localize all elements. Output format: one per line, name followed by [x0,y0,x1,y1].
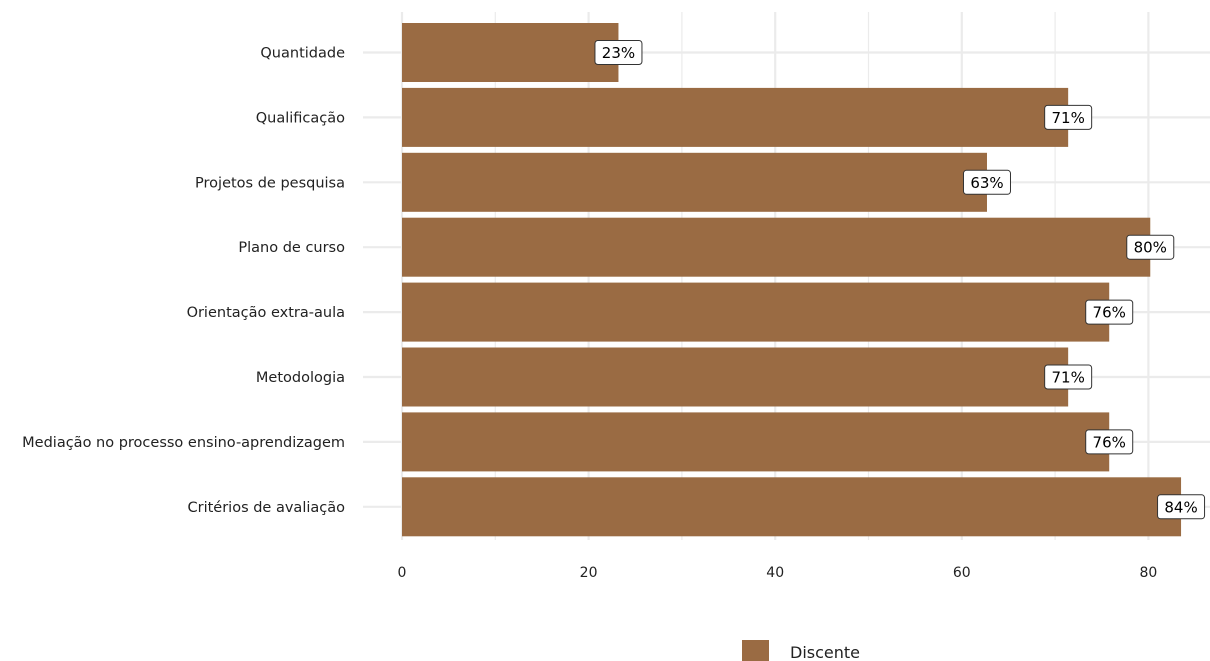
data-label-box [1044,364,1093,390]
bar [402,23,619,82]
bar [402,477,1182,537]
category-label: Mediação no processo ensino-aprendizagem [22,435,345,451]
bar [402,347,1069,407]
category-label: Projetos de pesquisa [195,175,345,191]
x-tick-label: 20 [580,565,598,581]
x-tick-label: 40 [766,565,784,581]
data-label-box [1126,234,1175,260]
category-labels: Quantidade Qualificação Projetos de pesqui… [22,46,345,516]
category-label: Plano de curso [238,240,345,256]
x-tick-label: 60 [953,565,971,581]
data-label-box [594,40,643,65]
bar [402,282,1110,342]
legend: Discente [742,640,860,661]
bars [402,23,1182,537]
data-label-box [1085,299,1134,325]
x-axis-tick-labels: 0 20 40 60 80 [398,565,1158,581]
data-label: 63% [970,174,1003,192]
x-tick-label: 80 [1139,565,1157,581]
legend-label: Discente [790,643,860,661]
category-label: Metodologia [256,370,345,386]
data-label: 23% [602,44,635,62]
category-label: Critérios de avaliação [187,500,345,516]
category-label: Quantidade [260,46,345,62]
category-label: Qualificação [256,110,345,126]
data-labels: 23% 71% 63% 80% 76% 71% 76% 84% [594,40,1206,520]
data-label: 76% [1093,304,1126,322]
bar [402,217,1151,277]
data-label: 71% [1051,369,1084,387]
data-label-box [1085,429,1134,455]
data-label-box [1044,104,1093,130]
data-label: 71% [1051,109,1084,127]
data-label: 76% [1093,433,1126,451]
bar [402,152,987,212]
legend-swatch [742,640,769,661]
category-label: Orientação extra-aula [187,305,345,321]
bar [402,412,1110,472]
bar [402,87,1069,147]
data-label: 84% [1164,498,1197,516]
data-label: 80% [1134,239,1167,257]
x-tick-label: 0 [398,565,407,581]
data-label-box [962,169,1011,195]
data-label-box [1157,494,1206,520]
